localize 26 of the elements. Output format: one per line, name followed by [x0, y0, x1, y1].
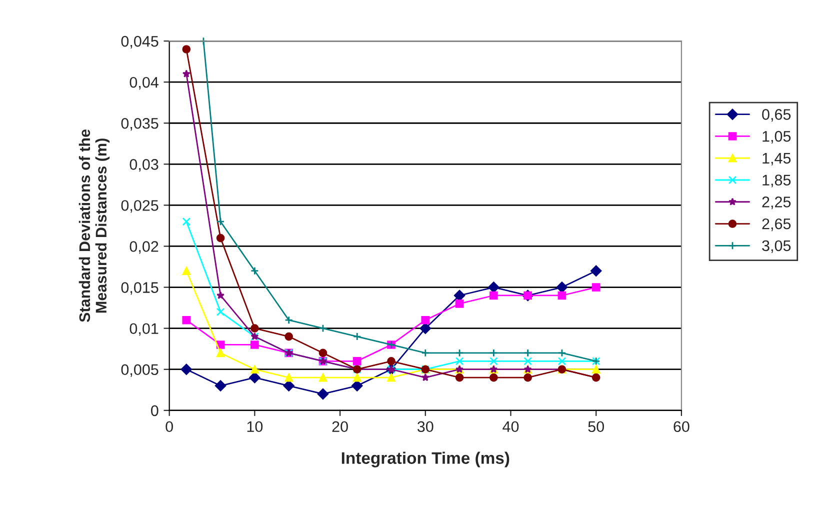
y-tick-label: 0,015	[121, 282, 158, 295]
y-tick-label: 0,035	[121, 118, 158, 131]
y-tick-label: 0,02	[130, 241, 158, 254]
legend-label: 1,45	[762, 152, 791, 166]
y-tick-label: 0,04	[130, 76, 158, 90]
y-tick-label: 0,01	[130, 323, 158, 336]
legend-label: 0,65	[762, 109, 791, 122]
y-tick-label: 0	[151, 405, 158, 416]
legend-label: 2,65	[762, 218, 791, 232]
x-tick-label: 30	[417, 421, 434, 432]
legend-label: 2,25	[762, 196, 791, 210]
y-tick-label: 0,005	[121, 364, 158, 377]
y-axis-title: Standard Deviations of the Measured Distances (m)	[78, 129, 110, 322]
x-tick-label: 0	[166, 421, 173, 432]
x-tick-label: 10	[247, 421, 263, 432]
x-axis-title: Integration Time (ms)	[342, 452, 510, 468]
x-tick-label: 40	[502, 421, 519, 432]
x-tick-label: 50	[588, 421, 604, 432]
x-tick-label: 20	[332, 421, 348, 432]
y-tick-label: 0,045	[121, 36, 158, 49]
legend-label: 1,05	[762, 130, 791, 144]
legend-label: 3,05	[762, 240, 791, 253]
y-tick-label: 0,03	[130, 159, 158, 172]
legend-label: 1,85	[762, 174, 791, 188]
x-tick-label: 60	[674, 421, 690, 432]
y-tick-label: 0,025	[121, 200, 158, 213]
